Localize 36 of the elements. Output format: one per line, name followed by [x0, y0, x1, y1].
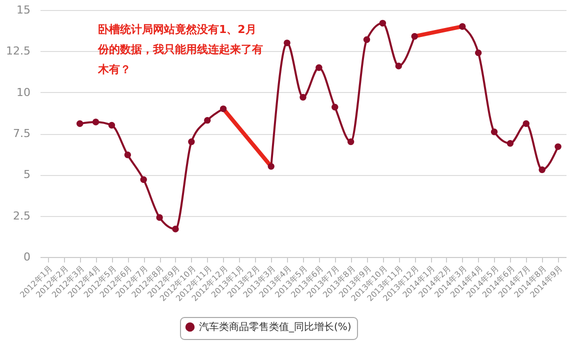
y-tick-label: 0 — [24, 250, 30, 264]
y-tick-label: 2.5 — [13, 209, 30, 222]
legend-label: 汽车类商品零售类值_同比增长(%) — [199, 321, 352, 333]
point — [204, 116, 211, 124]
point — [220, 105, 227, 112]
point — [156, 214, 163, 221]
point — [411, 33, 418, 40]
point — [459, 23, 466, 30]
y-tick-label: 10 — [16, 86, 30, 99]
point — [172, 226, 179, 232]
point — [300, 94, 306, 101]
point — [395, 62, 402, 70]
point — [347, 138, 354, 146]
point — [522, 120, 530, 127]
point — [379, 20, 386, 27]
point — [188, 138, 195, 146]
point — [268, 163, 274, 170]
point — [316, 64, 322, 71]
point — [76, 120, 84, 127]
y-tick-label: 7.5 — [13, 127, 30, 140]
point — [490, 128, 498, 136]
point — [506, 140, 514, 147]
point — [140, 176, 147, 183]
point — [538, 166, 546, 174]
annotation: 卧槽统计局网站竟然没有1、2月份的数据，我只能用线连起来了有木有？ — [97, 23, 263, 76]
point — [363, 36, 370, 43]
point — [92, 118, 100, 126]
y-tick-label: 12.5 — [6, 44, 30, 58]
point — [108, 122, 116, 129]
point — [284, 40, 290, 46]
point — [554, 143, 562, 150]
y-tick-label: 15 — [16, 4, 30, 16]
point — [124, 152, 132, 158]
point — [332, 104, 338, 110]
point — [474, 49, 482, 56]
y-tick-label: 5 — [24, 168, 30, 182]
